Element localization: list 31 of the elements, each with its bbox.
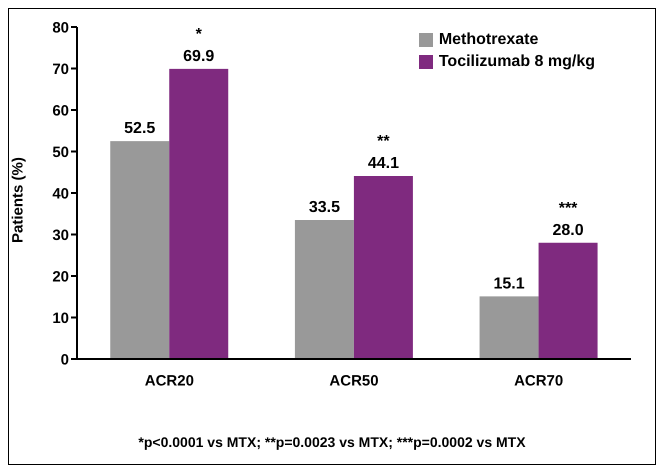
annotation: ** [377,132,390,150]
y-tick-label: 10 [52,310,69,327]
y-axis-title: Patients (%) [9,157,26,243]
x-tick-label: ACR50 [329,372,379,390]
bar [110,141,170,359]
data-label: 15.1 [494,275,525,292]
y-tick-label: 50 [52,144,69,161]
legend-label: Methotrexate [438,31,538,49]
y-tick-label: 40 [52,185,69,202]
bar [294,220,354,359]
y-tick-label: 20 [52,268,69,286]
annotation: *** [558,200,578,217]
data-label: 52.5 [124,120,156,138]
x-tick-label: ACR70 [514,372,564,390]
data-label: 33.5 [308,198,340,216]
bar [169,68,228,359]
data-label: 44.1 [368,154,400,172]
x-tick-label: ACR20 [144,372,194,390]
annotation: * [196,26,203,43]
y-tick-label: 70 [52,60,69,78]
y-tick-label: 60 [52,102,69,120]
y-tick-label: 80 [52,19,69,36]
bar [354,176,413,359]
legend-label: Tocilizumab 8 mg/kg [438,53,595,71]
y-tick-label: 30 [52,226,69,244]
data-label: 69.9 [183,48,214,65]
y-tick-label: 0 [60,351,69,368]
bar [538,242,598,359]
text: *p<0.0001 vs MTX; **p=0.0023 vs MTX; ***p=0.0002 vs MTX [137,434,527,450]
bar [480,296,539,359]
data-label: 28.0 [552,222,584,239]
